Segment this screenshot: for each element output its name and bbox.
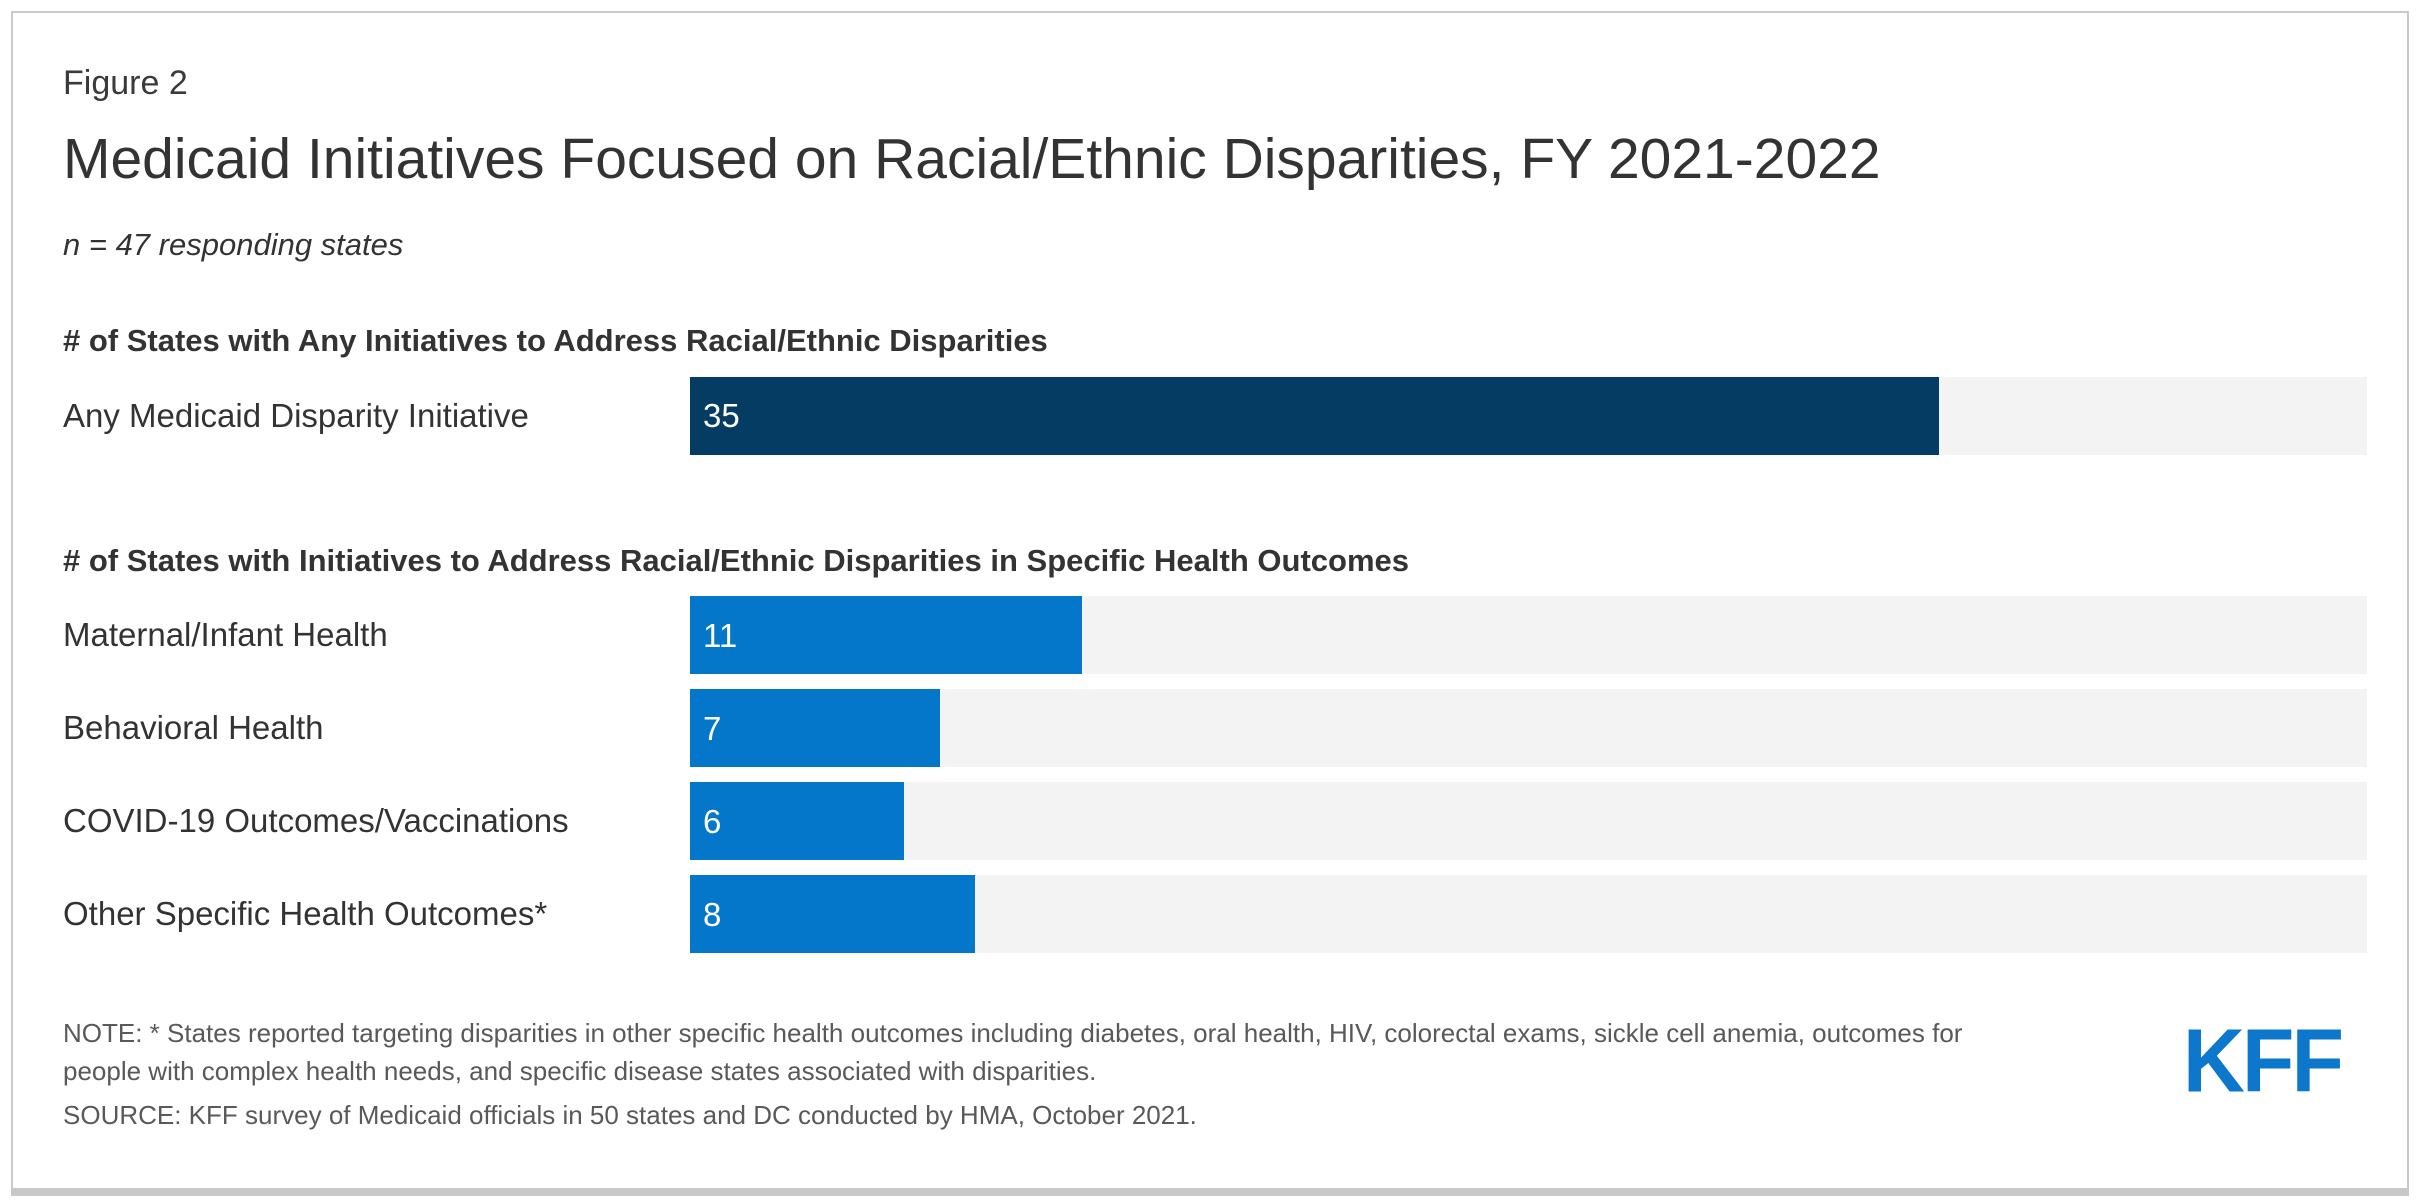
bar-track: 6 xyxy=(690,782,2367,861)
bar-row: Maternal/Infant Health 11 xyxy=(63,596,2367,675)
bar-label: COVID-19 Outcomes/Vaccinations xyxy=(63,802,569,840)
bar-track: 8 xyxy=(690,875,2367,954)
kff-logo: KFF xyxy=(2182,1010,2344,1112)
page-title: Medicaid Initiatives Focused on Racial/E… xyxy=(63,126,1881,191)
bar-value: 8 xyxy=(703,895,722,933)
bar-label: Behavioral Health xyxy=(63,709,324,747)
figure-label: Figure 2 xyxy=(63,64,188,102)
bar-row: COVID-19 Outcomes/Vaccinations 6 xyxy=(63,782,2367,861)
bar-value: 7 xyxy=(703,709,722,747)
bar-label: Any Medicaid Disparity Initiative xyxy=(63,396,529,434)
bar-value: 35 xyxy=(703,397,740,435)
chart-card: Figure 2 Medicaid Initiatives Focused on… xyxy=(11,11,2409,1196)
bar-fill: 6 xyxy=(690,782,905,861)
source-text: SOURCE: KFF survey of Medicaid officials… xyxy=(63,1099,1197,1130)
footnotes: NOTE: * States reported targeting dispar… xyxy=(63,1015,2028,1134)
bar-fill: 35 xyxy=(690,376,1939,455)
bar-track: 11 xyxy=(690,596,2367,675)
chart-section: # of States with Any Initiatives to Addr… xyxy=(63,321,2367,455)
bar-fill: 8 xyxy=(690,875,976,954)
bar-track: 35 xyxy=(690,376,2367,455)
bar-row: Other Specific Health Outcomes* 8 xyxy=(63,875,2367,954)
bar-fill: 7 xyxy=(690,689,940,768)
bar-label: Maternal/Infant Health xyxy=(63,616,388,654)
chart-footer: NOTE: * States reported targeting dispar… xyxy=(63,1015,2367,1134)
bar-track: 7 xyxy=(690,689,2367,768)
bar-chart: # of States with Any Initiatives to Addr… xyxy=(63,321,2367,954)
chart-subtitle: n = 47 responding states xyxy=(63,227,404,263)
bar-row: Behavioral Health 7 xyxy=(63,689,2367,768)
bar-value: 6 xyxy=(703,802,722,840)
chart-section: # of States with Initiatives to Address … xyxy=(63,541,2367,954)
note-text: NOTE: * States reported targeting dispar… xyxy=(63,1018,1963,1087)
bar-value: 11 xyxy=(703,616,738,654)
bar-label: Other Specific Health Outcomes* xyxy=(63,895,548,933)
bar-row: Any Medicaid Disparity Initiative 35 xyxy=(63,376,2367,455)
section-header: # of States with Any Initiatives to Addr… xyxy=(63,323,1048,359)
section-header: # of States with Initiatives to Address … xyxy=(63,542,1409,578)
bar-fill: 11 xyxy=(690,596,1083,675)
